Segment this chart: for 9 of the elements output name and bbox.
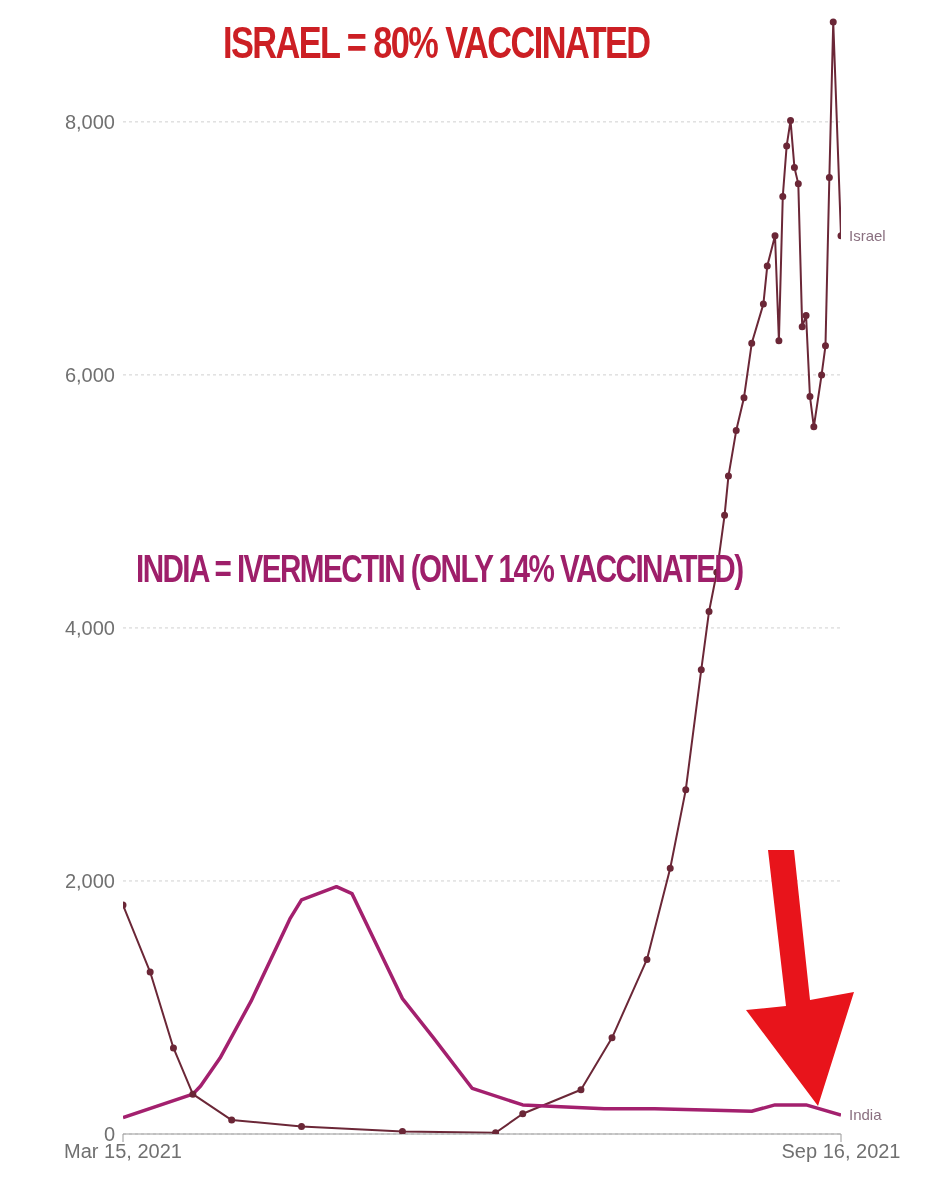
y-tick-label: 8,000 — [64, 110, 115, 133]
x-tick-label: Mar 15, 2021 — [64, 1140, 182, 1163]
series-label: Israel — [849, 226, 886, 244]
annotation: ISRAEL = 80% VACCINATED — [223, 18, 650, 68]
y-tick-label: 2,000 — [64, 870, 115, 893]
series-label: India — [849, 1106, 883, 1124]
x-tick-label: Sep 16, 2021 — [781, 1140, 901, 1163]
y-tick-label: 6,000 — [64, 364, 115, 386]
y-tick-label: 4,000 — [64, 617, 115, 640]
